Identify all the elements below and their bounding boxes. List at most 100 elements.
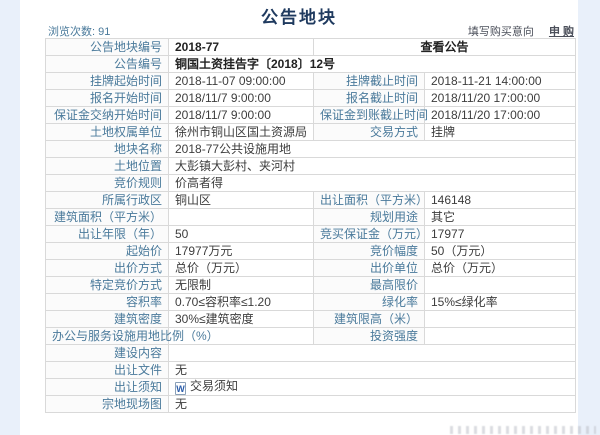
field-label-cell: 报名开始时间	[45, 89, 169, 107]
field-label: 出价方式	[113, 260, 162, 275]
field-label: 土地位置	[113, 158, 162, 173]
field-label-cell: 出价单位	[313, 259, 425, 277]
field-value: 挂牌	[431, 124, 456, 139]
field-value-cell: 146148	[423, 191, 577, 209]
field-value-cell: 总价（万元）	[168, 259, 314, 277]
field-value: 价高者得	[175, 175, 224, 190]
field-value: 17977万元	[175, 243, 233, 258]
table-row: 出让年限（年） 50 竞买保证金（万元） 17977	[45, 225, 577, 243]
field-label-cell: 公告地块编号	[45, 38, 169, 56]
table-row: 竞价规则 价高者得	[45, 174, 577, 192]
field-value: 2018/11/20 17:00:00	[431, 107, 541, 122]
field-label: 交易方式	[369, 124, 418, 139]
field-value: 17977	[431, 226, 465, 241]
field-label-cell: 保证金交纳开始时间	[45, 106, 169, 124]
field-label-cell: 容积率	[45, 293, 169, 311]
field-value: 15%≤绿化率	[431, 294, 498, 309]
field-value: 大彭镇大彭村、夹河村	[175, 158, 296, 173]
table-row: 公告编号 铜国土资挂告字〔2018〕12号	[45, 55, 577, 73]
announcement-table: 公告地块编号 2018-77 查看公告 公告编号 铜国土资挂告字〔2018〕12号 挂牌起…	[45, 38, 577, 413]
field-value: 2018-77	[175, 39, 220, 54]
field-label: 挂牌起始时间	[89, 73, 162, 88]
table-row: 起始价 17977万元 竞价幅度 50（万元）	[45, 242, 577, 260]
field-label: 规划用途	[369, 209, 418, 224]
field-label: 出让年限（年）	[77, 226, 162, 241]
field-value-cell: 2018/11/7 9:00:00	[168, 106, 314, 124]
field-value: 查看公告	[420, 39, 469, 54]
field-value-cell	[423, 310, 577, 328]
field-value: 徐州市铜山区国土资源局	[175, 124, 308, 139]
word-doc-icon: W	[175, 382, 186, 395]
field-value-cell: 50（万元）	[423, 242, 577, 260]
table-row: 办公与服务设施用地比例（%） 投资强度	[45, 327, 577, 345]
table-row: 报名开始时间 2018/11/7 9:00:00 报名截止时间 2018/11/20 …	[45, 89, 577, 107]
field-label: 报名截止时间	[345, 90, 418, 105]
watermark-artifact	[450, 426, 596, 434]
table-row: 出让须知 W 交易须知	[45, 378, 577, 396]
field-label-cell: 绿化率	[313, 293, 425, 311]
field-value-cell: 17977万元	[168, 242, 314, 260]
field-value-cell	[423, 276, 577, 294]
field-value: 交易须知	[190, 379, 239, 393]
field-value-cell	[168, 208, 314, 226]
field-value: 2018/11/20 17:00:00	[431, 90, 541, 105]
field-value-cell[interactable]: W 交易须知	[167, 378, 577, 396]
field-value: 铜山区	[175, 192, 212, 207]
field-label-cell: 出让面积（平方米）	[313, 191, 428, 209]
apply-purchase-link[interactable]: 申 购	[548, 26, 574, 38]
fill-purchase-intent-link[interactable]: 填写购买意向	[467, 26, 534, 38]
field-label-cell: 特定竞价方式	[45, 276, 169, 294]
field-value: 2018-11-07 09:00:00	[175, 73, 286, 88]
field-label: 保证金到账截止时间	[320, 107, 429, 122]
field-label: 地块名称	[113, 141, 162, 156]
field-label-cell: 出价方式	[45, 259, 169, 277]
field-label-cell: 交易方式	[313, 123, 425, 141]
field-value-cell: 2018/11/7 9:00:00	[168, 89, 314, 107]
field-value: 2018-11-21 14:00:00	[431, 73, 542, 88]
field-label-cell: 最高限价	[313, 276, 425, 294]
table-row: 建筑密度 30%≤建筑密度 建筑限高（米）	[45, 310, 577, 328]
field-value: 无	[175, 396, 188, 411]
field-value-cell: 无	[167, 361, 577, 379]
field-value-cell: 15%≤绿化率	[423, 293, 577, 311]
field-value-cell: 2018/11/20 17:00:00	[423, 89, 577, 107]
field-value-cell: 2018-77	[168, 38, 314, 56]
table-row: 出让文件无	[45, 361, 577, 379]
field-label: 建筑限高（米）	[333, 311, 418, 326]
field-label: 竞价规则	[113, 175, 162, 190]
field-value-cell[interactable]: 查看公告	[312, 38, 577, 56]
field-label-cell: 宗地现场图	[45, 395, 169, 413]
field-label: 所属行政区	[101, 192, 162, 207]
field-label-cell: 建筑密度	[45, 310, 169, 328]
field-value: 30%≤建筑密度	[175, 311, 254, 326]
field-value-cell: 铜山区	[168, 191, 314, 209]
field-label: 竞价幅度	[369, 243, 418, 258]
field-value-cell: 徐州市铜山区国土资源局	[168, 123, 314, 141]
field-label-cell: 竞价规则	[45, 174, 169, 192]
field-label: 建筑密度	[113, 311, 162, 326]
field-label: 建设内容	[113, 345, 162, 360]
field-label: 起始价	[125, 243, 162, 258]
field-value-cell: 50	[168, 225, 314, 243]
field-value-cell: 2018-11-07 09:00:00	[168, 72, 314, 90]
announcement-panel: 公告地块 浏览次数: 91 填写购买意向 申 购 公告地块编号 2018-77 查看…	[20, 0, 596, 435]
field-value-cell: 无限制	[168, 276, 314, 294]
table-row: 出价方式 总价（万元） 出价单位 总价（万元）	[45, 259, 577, 277]
field-label-cell: 土地权属单位	[45, 123, 169, 141]
field-label: 出让须知	[113, 379, 162, 394]
field-label: 办公与服务设施用地比例（%）	[52, 328, 219, 343]
field-label-cell: 出让须知	[45, 378, 169, 396]
field-label: 特定竞价方式	[89, 277, 162, 292]
page-title: 公告地块	[261, 8, 337, 27]
field-value-cell: 2018/11/20 17:00:00	[423, 106, 577, 124]
field-label-cell: 挂牌截止时间	[313, 72, 425, 90]
field-value-cell: 无	[167, 395, 577, 413]
field-label: 保证金交纳开始时间	[53, 107, 162, 122]
field-value: 50	[175, 226, 189, 241]
field-value: 无	[175, 362, 188, 377]
field-label: 最高限价	[369, 277, 418, 292]
table-row: 特定竞价方式 无限制 最高限价	[45, 276, 577, 294]
field-value: 146148	[431, 192, 472, 207]
field-value-cell: 价高者得	[167, 174, 577, 192]
field-label-cell: 建筑面积（平方米）	[45, 208, 169, 226]
